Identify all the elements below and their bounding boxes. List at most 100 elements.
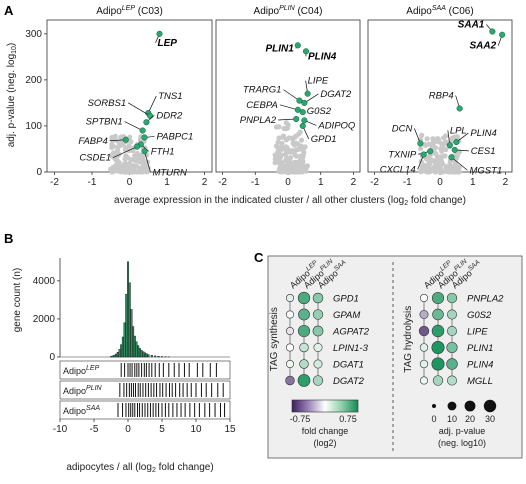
histogram-bar bbox=[116, 352, 119, 358]
histogram-bar bbox=[137, 345, 140, 358]
x-tick-label: 1 bbox=[470, 177, 476, 188]
gene-row-label: DGAT1 bbox=[333, 360, 364, 371]
highlight-gene-point bbox=[451, 146, 458, 153]
dot bbox=[432, 375, 444, 386]
x-tick-label: -1 bbox=[251, 177, 260, 188]
gene-label: CXCL14 bbox=[380, 164, 416, 175]
background-gene-point bbox=[301, 149, 307, 155]
highlight-gene-point bbox=[133, 143, 141, 150]
gene-label: PNPLA2 bbox=[240, 115, 277, 126]
dot bbox=[313, 359, 323, 369]
background-gene-point bbox=[126, 162, 132, 168]
background-gene-point bbox=[419, 166, 425, 173]
panel-b-histogram: 0 2000 4000 AdipoLEP AdipoPLIN AdipoSAA -10 -5 0… bbox=[33, 258, 236, 435]
background-gene-point bbox=[136, 158, 143, 165]
gene-label: CES1 bbox=[471, 146, 496, 157]
y-tick-label: 2000 bbox=[33, 314, 56, 325]
highlight-gene-point bbox=[156, 30, 163, 37]
highlight-gene-point bbox=[139, 127, 146, 134]
background-gene-point bbox=[452, 158, 458, 165]
histogram-bar bbox=[157, 356, 160, 358]
background-gene-point bbox=[142, 159, 148, 165]
x-tick-label: -5 bbox=[90, 424, 99, 435]
size-legend-label: 30 bbox=[485, 414, 495, 424]
background-gene-point bbox=[288, 169, 295, 175]
highlight-gene-point bbox=[301, 99, 308, 106]
highlight-gene-point bbox=[489, 28, 496, 35]
panel-a-volcano-plots: AdipoLEP (C03)-2 -1 0 1 20100200300LEPTNS1SO… bbox=[25, 5, 513, 188]
leader-line bbox=[279, 104, 298, 111]
background-gene-point bbox=[293, 133, 299, 139]
background-gene-point bbox=[275, 139, 281, 145]
panel-b-ylabel: gene count (n) bbox=[12, 268, 23, 333]
leader-line bbox=[451, 156, 468, 171]
rug-label: AdipoSAA bbox=[63, 405, 100, 416]
dot bbox=[431, 340, 445, 354]
background-gene-point bbox=[439, 161, 445, 167]
dot bbox=[419, 376, 429, 385]
x-tick-label: 2 bbox=[202, 177, 208, 188]
leader-line bbox=[147, 95, 157, 114]
background-gene-point bbox=[279, 140, 285, 146]
dot bbox=[285, 293, 295, 303]
leader-line bbox=[283, 89, 300, 101]
dot bbox=[297, 374, 311, 387]
gene-label: PLIN4 bbox=[470, 128, 496, 139]
highlight-gene-point bbox=[299, 122, 306, 129]
background-gene-point bbox=[298, 146, 304, 152]
x-tick-label: 0 bbox=[437, 177, 443, 188]
volcano-title: AdipoLEP (C03) bbox=[96, 5, 163, 17]
background-gene-point bbox=[128, 156, 134, 163]
dot bbox=[447, 309, 457, 320]
gene-label: LEP bbox=[158, 38, 178, 49]
gene-label: PLIN1 bbox=[265, 43, 294, 54]
dot bbox=[312, 375, 324, 386]
dot bbox=[418, 325, 430, 337]
dot bbox=[446, 292, 458, 304]
gene-label: FABP4 bbox=[78, 136, 107, 147]
gene-label: CEBPA bbox=[246, 100, 278, 111]
histogram-bar bbox=[125, 293, 128, 358]
colorbar-title: fold change bbox=[302, 426, 349, 436]
background-gene-point bbox=[289, 135, 295, 141]
highlight-gene-point bbox=[299, 109, 306, 116]
y-tick-label: 0 bbox=[49, 352, 55, 363]
gene-label: SPTBN1 bbox=[86, 117, 123, 128]
histogram-bar bbox=[128, 282, 131, 358]
highlight-gene-point bbox=[448, 154, 455, 161]
gene-row-label: PLIN4 bbox=[467, 360, 493, 371]
highlight-gene-point bbox=[453, 139, 460, 146]
highlight-gene-point bbox=[417, 140, 424, 147]
dot bbox=[431, 357, 445, 371]
gene-label: LIPE bbox=[308, 76, 329, 87]
y-tick-label: 0 bbox=[36, 167, 42, 178]
rug-label: AdipoPLIN bbox=[63, 385, 103, 396]
leader-line bbox=[127, 102, 151, 117]
dot bbox=[298, 308, 310, 321]
rug-box bbox=[59, 360, 231, 380]
gene-row-label: PLIN1 bbox=[467, 343, 493, 354]
x-tick-label: 5 bbox=[159, 424, 165, 435]
x-tick-label: -1 bbox=[403, 177, 412, 188]
volcano-title: AdipoPLIN (C04) bbox=[254, 5, 323, 17]
dot bbox=[297, 324, 311, 338]
y-tick-label: 100 bbox=[25, 121, 42, 132]
dot bbox=[446, 358, 458, 370]
dot bbox=[446, 341, 458, 354]
panel-a-xlabel: average expression in the indicated clus… bbox=[114, 195, 466, 207]
gene-label: LPL bbox=[450, 125, 467, 136]
gene-row-label: GPAM bbox=[333, 310, 360, 321]
highlight-gene-point bbox=[293, 115, 300, 123]
background-gene-point bbox=[283, 167, 289, 173]
gene-label: ADIPOQ bbox=[317, 120, 356, 131]
leader-line bbox=[124, 121, 143, 131]
background-gene-point bbox=[439, 169, 445, 175]
dot bbox=[447, 375, 457, 386]
histogram-bar bbox=[130, 309, 133, 358]
size-legend-dot bbox=[483, 399, 497, 413]
y-tick-label: 300 bbox=[25, 29, 42, 40]
gene-label: G0S2 bbox=[307, 106, 332, 117]
background-gene-point bbox=[289, 165, 295, 171]
x-tick-label: 2 bbox=[351, 177, 357, 188]
dot bbox=[285, 359, 295, 369]
